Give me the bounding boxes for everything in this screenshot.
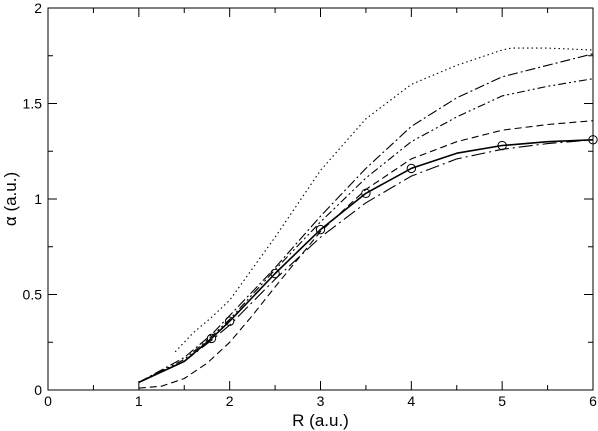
data-point-marker	[406, 163, 417, 174]
x-tick-label: 2	[226, 393, 234, 409]
data-point-marker	[270, 268, 280, 279]
data-point-marker	[497, 140, 507, 151]
x-tick-label: 6	[589, 393, 597, 409]
marker-layer	[206, 135, 598, 344]
x-axis-title: R (a.u.)	[292, 411, 349, 430]
y-tick-label: 2	[34, 0, 42, 16]
data-point-marker	[224, 316, 235, 326]
y-tick-label: 0.5	[23, 287, 43, 303]
y-tick-label: 1	[34, 191, 42, 207]
series-line-dash-dot-dot	[138, 78, 594, 383]
y-axis-title: α (a.u.)	[1, 172, 20, 226]
series-line-solid	[138, 139, 594, 384]
tick-layer: 0 1 2 3 4 5 6 0 0.5 1 1.5 2	[23, 0, 598, 409]
y-tick-label: 1.5	[23, 96, 43, 112]
x-tick-label: 0	[44, 393, 52, 409]
x-tick-label: 5	[498, 393, 506, 409]
x-tick-label: 3	[317, 393, 325, 409]
data-point-marker	[206, 333, 217, 344]
data-point-marker	[315, 224, 326, 235]
x-tick-label: 4	[407, 393, 415, 409]
series-line-dashed	[138, 120, 594, 389]
series-layer	[138, 47, 594, 389]
series-line-dash-dot-long	[138, 139, 594, 383]
series-line-dash-dot	[138, 53, 594, 383]
y-tick-label: 0	[34, 382, 42, 398]
data-point-marker	[361, 188, 371, 198]
series-line-dotted	[174, 47, 594, 353]
plot-frame	[47, 7, 594, 391]
x-tick-label: 1	[135, 393, 143, 409]
